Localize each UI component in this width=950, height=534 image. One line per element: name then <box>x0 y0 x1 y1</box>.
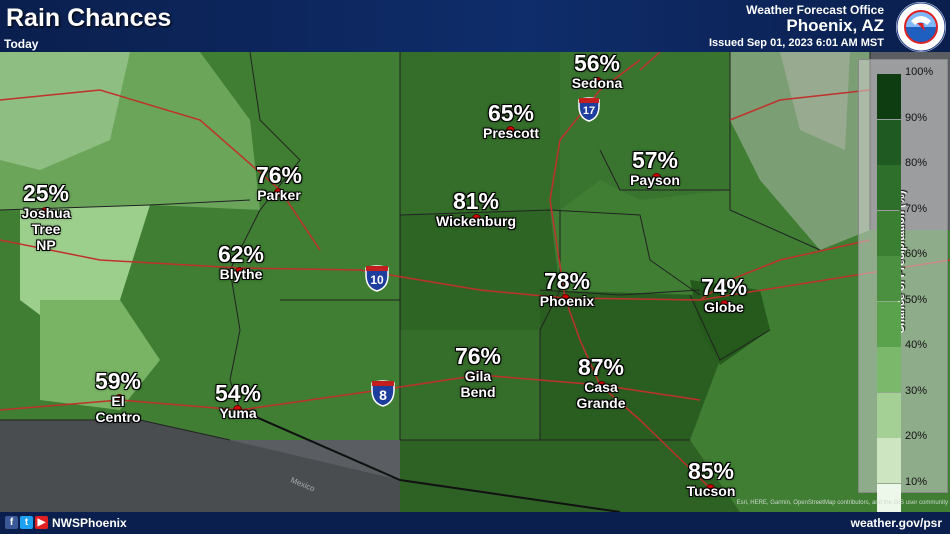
tucson-label: 85% Tucson <box>678 458 744 500</box>
page-subtitle: Today <box>4 37 39 51</box>
payson-marker <box>652 173 661 182</box>
yuma-marker <box>233 405 242 414</box>
prescott-marker <box>506 126 515 135</box>
wickenburg-name: Wickenburg <box>436 213 516 229</box>
parker-pct: 76% <box>255 162 303 188</box>
el-centro-name: El Centro <box>95 393 141 425</box>
globe-pct: 74% <box>700 274 748 300</box>
yuma-name: Yuma <box>219 405 257 421</box>
office-label: Weather Forecast Office <box>746 3 884 17</box>
casa-grande-label: 87% Casa Grande <box>568 354 634 412</box>
gila-bend-name: Gila Bend <box>460 368 496 400</box>
tucson-name: Tucson <box>686 483 736 499</box>
legend-level-label: 50% <box>905 293 928 306</box>
wickenburg-pct: 81% <box>452 188 500 214</box>
globe-marker <box>720 300 729 309</box>
joshua-tree-label: 25% Joshua Tree NP <box>14 180 78 254</box>
nws-logo-icon <box>896 2 946 52</box>
legend-level-label: 30% <box>905 384 928 397</box>
payson-label: 57% Payson <box>622 147 688 189</box>
social-icons: f t ▶ <box>5 516 48 529</box>
parker-name: Parker <box>257 187 301 203</box>
youtube-icon[interactable]: ▶ <box>35 516 48 529</box>
social-handle: NWSPhoenix <box>52 516 127 530</box>
legend-level-label: 100% <box>905 66 934 78</box>
wickenburg-marker <box>472 214 481 223</box>
issued-time: Issued Sep 01, 2023 6:01 AM MST <box>708 37 884 49</box>
phoenix-pct: 78% <box>543 268 591 294</box>
gila-bend-label: 76% Gila Bend <box>446 343 510 401</box>
el-centro-label: 59% El Centro <box>86 368 150 426</box>
yuma-pct: 54% <box>214 380 262 406</box>
joshua-tree-pct: 25% <box>22 180 70 206</box>
interstate-10-shield-icon: 10 <box>364 264 390 292</box>
blythe-pct: 62% <box>217 241 265 267</box>
legend-swatch <box>877 256 901 301</box>
sedona-label: 56% Sedona <box>565 52 629 91</box>
twitter-icon[interactable]: t <box>20 516 33 529</box>
casa-grande-pct: 87% <box>577 354 625 380</box>
legend-level-label: 40% <box>905 339 928 351</box>
legend-swatch <box>877 165 901 210</box>
sedona-marker <box>593 77 602 86</box>
parker-marker <box>274 188 283 197</box>
legend-swatch <box>877 392 901 438</box>
globe-name: Globe <box>704 299 744 315</box>
legend-swatch <box>877 301 901 347</box>
tucson-marker <box>706 484 715 493</box>
facebook-icon[interactable]: f <box>5 516 18 529</box>
shield-8-label: 8 <box>379 387 387 403</box>
casa-grande-marker <box>597 381 606 390</box>
legend-level-label: 80% <box>905 157 928 169</box>
phoenix-label: 78% Phoenix <box>532 268 602 310</box>
interstate-17-shield-icon: 17 <box>577 96 601 122</box>
yuma-label: 54% Yuma <box>206 380 270 422</box>
legend-swatch <box>877 347 901 392</box>
sedona-name: Sedona <box>571 75 623 91</box>
prescott-pct: 65% <box>487 100 535 126</box>
el-centro-marker <box>115 394 124 403</box>
wickenburg-label: 81% Wickenburg <box>430 188 522 230</box>
legend-level-label: 10% <box>905 475 928 488</box>
blythe-label: 62% Blythe <box>208 241 274 283</box>
joshua-tree-name: Joshua Tree NP <box>21 205 71 253</box>
precip-legend: Chance of Precipitation (%) <box>858 59 948 493</box>
legend-swatch <box>877 438 901 483</box>
blythe-marker <box>235 267 244 276</box>
legend-level-label: 70% <box>905 202 928 215</box>
legend-swatch <box>877 74 901 119</box>
forecast-map: Mexico 17 10 8 56% Sedona 65% Prescott 5… <box>0 52 950 512</box>
prescott-label: 65% Prescott <box>476 100 546 142</box>
joshua-tree-marker <box>41 207 50 216</box>
legend-level-label: 60% <box>905 248 928 260</box>
payson-pct: 57% <box>631 147 679 173</box>
shield-10-label: 10 <box>370 273 384 287</box>
footer-bar: f t ▶ NWSPhoenix weather.gov/psr <box>0 512 950 534</box>
legend-swatch <box>877 210 901 256</box>
header-bar: Rain Chances Today Weather Forecast Offi… <box>0 0 950 52</box>
parker-label: 76% Parker <box>246 162 312 204</box>
payson-name: Payson <box>630 172 680 188</box>
phoenix-marker <box>561 294 570 303</box>
prescott-name: Prescott <box>482 125 540 141</box>
shield-17-label: 17 <box>582 105 596 117</box>
map-credit: Esri, HERE, Garmin, OpenStreetMap contri… <box>736 500 948 506</box>
casa-grande-name: Casa Grande <box>576 379 626 411</box>
gila-bend-marker <box>475 370 484 379</box>
gila-bend-pct: 76% <box>454 343 502 369</box>
page-title: Rain Chances <box>6 4 172 32</box>
office-city: Phoenix, AZ <box>786 16 884 35</box>
interstate-8-shield-icon: 8 <box>370 379 396 407</box>
sedona-pct: 56% <box>573 52 621 76</box>
el-centro-pct: 59% <box>94 368 142 394</box>
phoenix-name: Phoenix <box>539 293 595 309</box>
legend-level-label: 20% <box>905 430 928 442</box>
legend-level-label: 90% <box>905 111 928 124</box>
terrain-map: Mexico <box>0 52 950 512</box>
website-link[interactable]: weather.gov/psr <box>850 516 942 530</box>
blythe-name: Blythe <box>219 266 263 282</box>
tucson-pct: 85% <box>687 458 735 484</box>
globe-label: 74% Globe <box>692 274 756 316</box>
legend-swatch <box>877 119 901 165</box>
